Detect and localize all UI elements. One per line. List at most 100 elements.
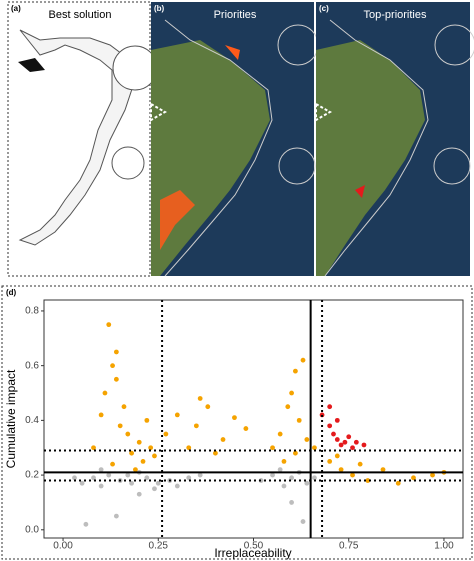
y-tick-label: 0.4 [25, 415, 39, 426]
x-tick-label: 0.50 [244, 541, 264, 552]
panel-title: Top-priorities [364, 9, 427, 21]
point [304, 437, 310, 442]
point [312, 445, 317, 451]
panel-title: Best solution [49, 9, 112, 21]
point [72, 475, 77, 481]
point [148, 445, 154, 451]
point [293, 368, 298, 374]
point [380, 467, 386, 473]
top-priority-area [355, 185, 365, 198]
panel-label: (b) [154, 4, 165, 13]
point [102, 390, 108, 396]
point [304, 480, 310, 486]
boundary [164, 19, 273, 277]
point [136, 439, 142, 445]
point [110, 461, 115, 467]
y-axis-title: Cumulative impact [4, 369, 18, 468]
x-tick-label: 0.25 [149, 541, 169, 552]
point [293, 450, 298, 456]
point [430, 472, 435, 478]
y-tick-label: 0.2 [25, 470, 39, 481]
y-tick-label: 0.6 [25, 360, 39, 371]
point [205, 404, 211, 410]
point [163, 431, 169, 437]
point [152, 453, 157, 459]
point [281, 459, 287, 464]
point [129, 480, 135, 486]
point [319, 412, 325, 418]
point [327, 423, 333, 429]
inset [112, 45, 158, 91]
point [327, 459, 333, 464]
point [289, 390, 294, 396]
point [121, 404, 127, 410]
point [350, 445, 355, 451]
point [140, 459, 146, 464]
point [133, 467, 138, 473]
point [334, 437, 340, 442]
inset [433, 147, 471, 185]
arrow [315, 102, 333, 122]
land [316, 40, 425, 276]
point [83, 521, 89, 527]
y-tick-label: 0.0 [25, 524, 39, 535]
y-tick-label: 0.8 [25, 306, 39, 317]
plot-frame [43, 299, 464, 539]
point [258, 478, 264, 483]
point [129, 450, 135, 456]
coast-feature [18, 58, 45, 72]
point [155, 480, 161, 486]
point [220, 437, 226, 442]
point [312, 475, 317, 481]
point [327, 404, 333, 410]
point [361, 442, 367, 448]
panel-title: Priorities [214, 9, 257, 21]
point [300, 519, 306, 524]
point [213, 450, 218, 456]
point [270, 445, 275, 451]
point [350, 472, 355, 478]
point [98, 483, 104, 489]
panel-label: (c) [319, 4, 329, 13]
point [152, 486, 157, 492]
point [334, 417, 340, 423]
point [144, 417, 150, 423]
x-tick-label: 0.75 [339, 541, 359, 552]
point [136, 491, 142, 497]
point [197, 472, 203, 478]
arrow [150, 102, 168, 122]
point [357, 461, 363, 467]
point [113, 513, 119, 519]
point [243, 426, 249, 431]
inset [278, 147, 316, 185]
point [193, 423, 199, 429]
panel-label: (a) [11, 4, 21, 13]
point [197, 396, 203, 401]
point [125, 472, 131, 478]
point [91, 445, 96, 451]
point [91, 475, 96, 481]
point [334, 453, 340, 459]
x-axis-title: Irreplaceability [214, 546, 291, 560]
inset [111, 146, 145, 180]
point [331, 431, 336, 437]
point [98, 412, 104, 418]
point [289, 500, 294, 505]
point [289, 475, 294, 481]
panel-frame [1, 285, 473, 560]
point [113, 349, 119, 355]
point [285, 404, 291, 410]
point [365, 478, 371, 483]
point [110, 363, 115, 369]
point [125, 431, 131, 437]
point [144, 475, 150, 481]
point [395, 480, 401, 486]
point [117, 423, 123, 429]
point [113, 376, 119, 382]
point [106, 472, 112, 478]
point [174, 412, 180, 418]
point [277, 431, 283, 437]
boundary [324, 19, 429, 277]
point [346, 434, 352, 440]
